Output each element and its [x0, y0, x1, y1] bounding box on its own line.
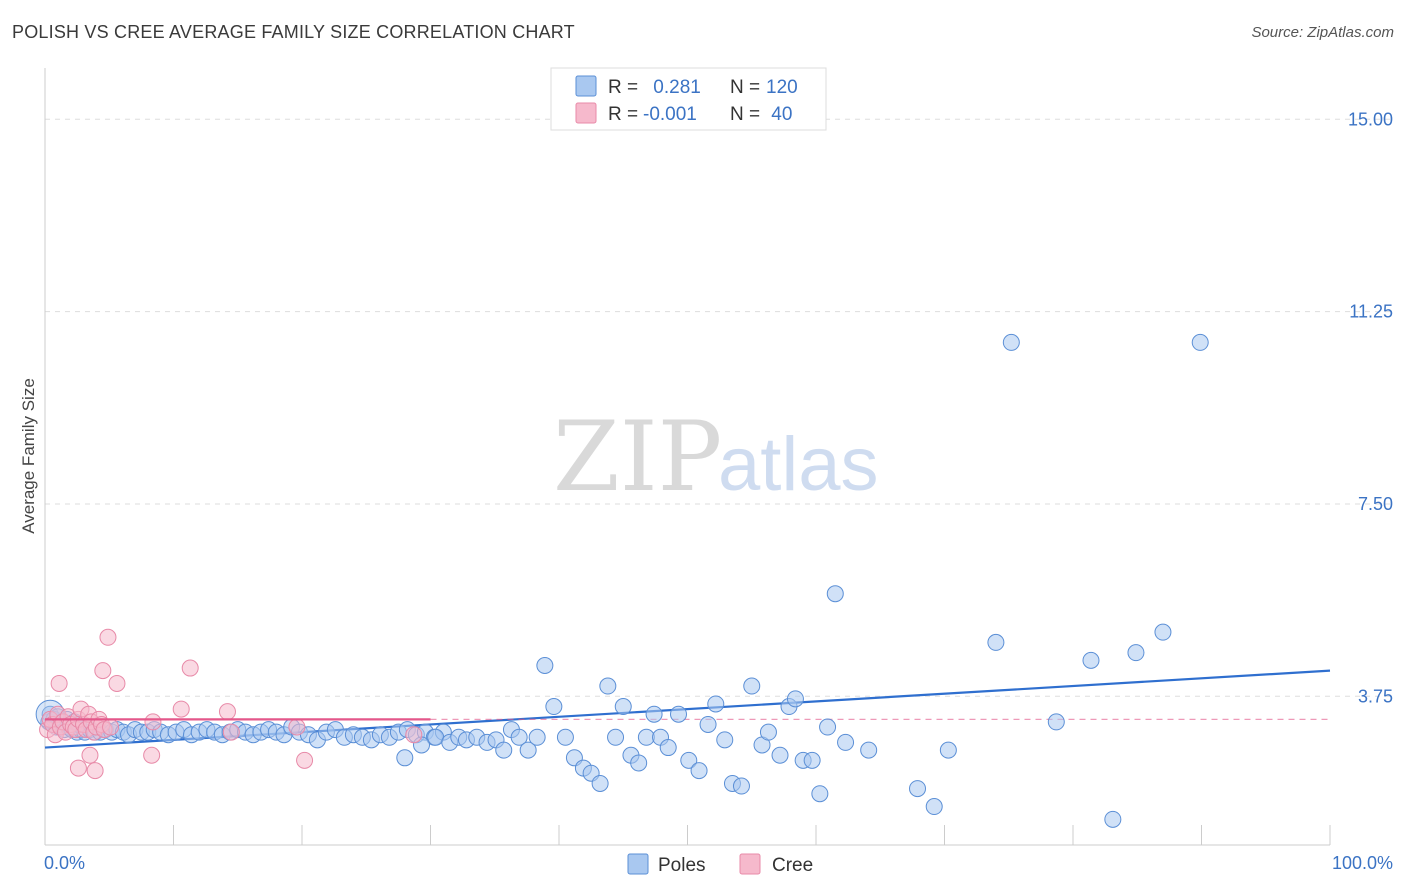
- point-poles-112: [819, 718, 837, 736]
- source-label: Source: ZipAtlas.com: [1251, 24, 1394, 41]
- point-cree-30: [108, 674, 126, 692]
- legend-r-value-cree: -0.001: [643, 104, 697, 125]
- point-poles-100: [716, 731, 734, 749]
- point-poles-92: [645, 705, 663, 723]
- x-tick-label-min: 0.0%: [44, 853, 85, 873]
- point-cree-32: [143, 746, 161, 764]
- legend-r-value-poles: 0.281: [648, 77, 701, 98]
- point-poles-98: [699, 715, 717, 733]
- point-poles-77: [519, 741, 537, 759]
- point-poles-96: [680, 751, 698, 769]
- point-cree-38: [296, 751, 314, 769]
- point-cree-31: [144, 713, 162, 731]
- legend-n-label-poles: N =: [730, 77, 760, 98]
- bottom-legend-label-poles: Poles: [658, 855, 706, 876]
- point-poles-90: [630, 754, 648, 772]
- point-poles-115: [860, 741, 878, 759]
- point-cree-33: [172, 700, 190, 718]
- point-poles-88: [614, 698, 632, 716]
- point-poles-76: [510, 728, 528, 746]
- point-poles-79: [536, 656, 554, 674]
- point-poles-74: [495, 741, 513, 759]
- legend-n-value-poles: 120: [766, 77, 798, 98]
- point-poles-94: [659, 739, 677, 757]
- point-poles-95: [670, 705, 688, 723]
- point-poles-97: [690, 762, 708, 780]
- point-poles-106: [771, 746, 789, 764]
- point-cree-23: [50, 674, 68, 692]
- point-poles-125: [1154, 623, 1172, 641]
- point-poles-123: [1104, 810, 1122, 828]
- bottom-legend-label-cree: Cree: [772, 855, 813, 876]
- point-poles-91: [637, 728, 655, 746]
- point-cree-34: [181, 659, 199, 677]
- x-ticks: [44, 825, 1331, 845]
- bottom-legend-swatch-poles: [627, 853, 649, 875]
- point-cree-29: [102, 718, 120, 736]
- legend-box: R = 0.281 N = 120 R = -0.001 N = 40: [550, 67, 827, 131]
- watermark-zip: ZIP: [553, 401, 722, 513]
- point-poles-85: [591, 774, 609, 792]
- point-poles-114: [837, 733, 855, 751]
- point-poles-119: [987, 633, 1005, 651]
- y-tick-label-2: 11.25: [1349, 302, 1393, 322]
- point-poles-111: [811, 785, 829, 803]
- legend-r-label-poles: R =: [608, 77, 638, 98]
- point-poles-86: [599, 677, 617, 695]
- legend-n-label-cree: N =: [730, 104, 760, 125]
- y-axis-label: Average Family Size: [19, 378, 38, 534]
- watermark: ZIP atlas: [553, 401, 879, 513]
- legend-box-frame: [550, 67, 827, 131]
- point-poles-124: [1127, 644, 1145, 662]
- point-poles-121: [1047, 713, 1065, 731]
- bottom-legend: Poles Cree: [627, 853, 813, 876]
- point-cree-35: [218, 703, 236, 721]
- point-poles-117: [925, 798, 943, 816]
- point-poles-65: [396, 749, 414, 767]
- legend-n-value-cree: 40: [766, 104, 792, 125]
- point-cree-25: [81, 746, 99, 764]
- point-poles-126: [1191, 333, 1209, 351]
- point-poles-110: [803, 751, 821, 769]
- legend-r-label-cree: R =: [608, 104, 638, 125]
- point-cree-28: [99, 628, 117, 646]
- point-cree-36: [222, 723, 240, 741]
- chart-title: POLISH VS CREE AVERAGE FAMILY SIZE CORRE…: [12, 22, 575, 42]
- point-poles-122: [1082, 651, 1100, 669]
- point-poles-87: [607, 728, 625, 746]
- watermark-atlas: atlas: [718, 422, 879, 507]
- y-tick-labels: 3.75 7.50 11.25 15.00: [1348, 109, 1393, 706]
- legend-swatch-poles: [575, 75, 597, 97]
- data-points: [35, 333, 1209, 828]
- point-poles-120: [1002, 333, 1020, 351]
- point-cree-26: [86, 762, 104, 780]
- y-tick-label-1: 7.50: [1358, 494, 1393, 514]
- point-poles-113: [826, 585, 844, 603]
- point-poles-105: [759, 723, 777, 741]
- point-poles-103: [743, 677, 761, 695]
- legend-swatch-cree: [575, 102, 597, 124]
- y-tick-label-3: 15.00: [1348, 109, 1393, 129]
- bottom-legend-swatch-cree: [739, 853, 761, 875]
- point-poles-81: [556, 728, 574, 746]
- point-poles-108: [786, 690, 804, 708]
- point-poles-102: [732, 777, 750, 795]
- point-poles-67: [427, 728, 445, 746]
- point-poles-78: [528, 728, 546, 746]
- point-poles-99: [707, 695, 725, 713]
- point-cree-37: [288, 718, 306, 736]
- y-tick-label-0: 3.75: [1358, 686, 1393, 706]
- point-cree-39: [405, 726, 423, 744]
- point-poles-80: [545, 698, 563, 716]
- point-poles-118: [939, 741, 957, 759]
- point-cree-27: [94, 662, 112, 680]
- point-cree-24: [69, 759, 87, 777]
- point-poles-116: [909, 780, 927, 798]
- x-tick-label-max: 100.0%: [1332, 853, 1393, 873]
